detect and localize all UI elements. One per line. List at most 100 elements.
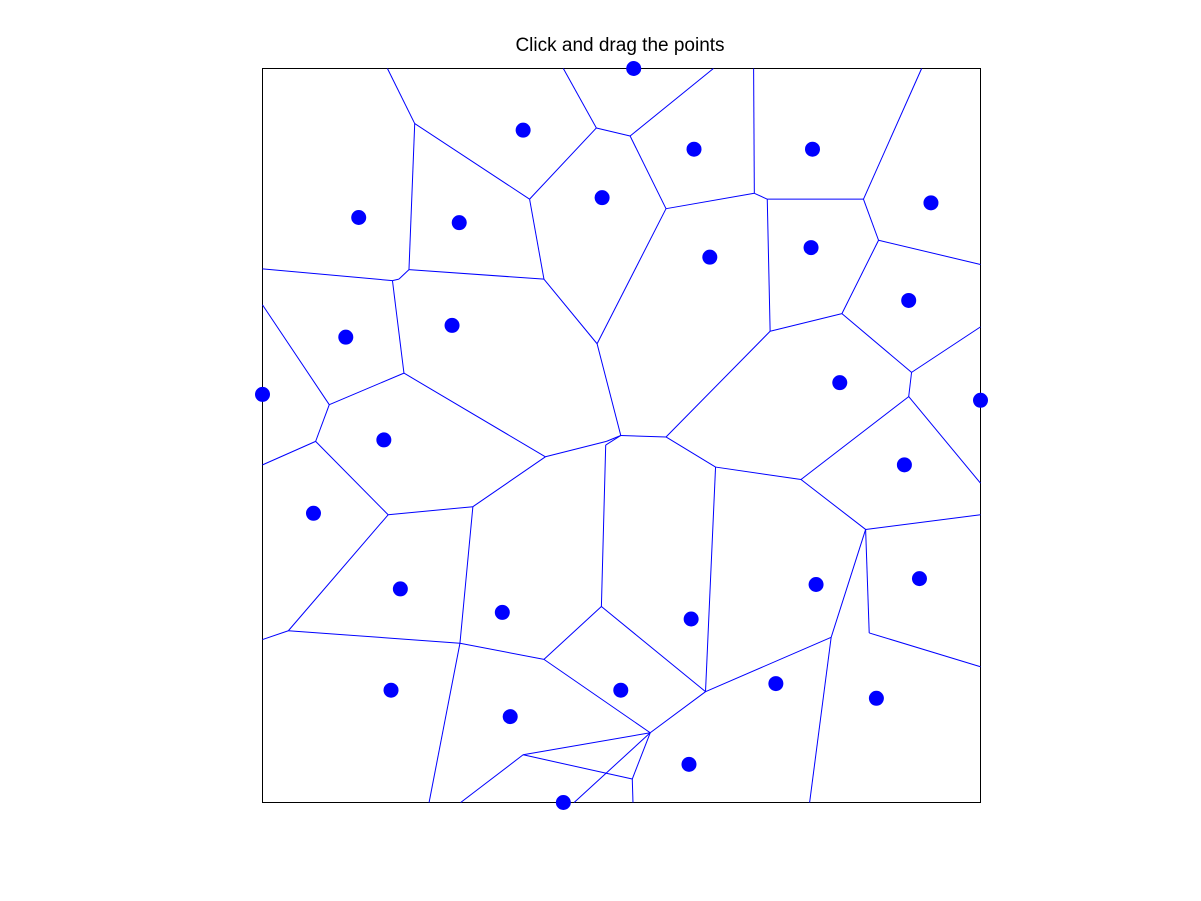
draggable-point[interactable] [626,61,642,76]
voronoi-edge [459,642,545,660]
voronoi-edge [398,269,410,280]
voronoi-edge [601,606,706,693]
draggable-point[interactable] [901,292,917,308]
voronoi-edge [800,396,910,480]
voronoi-edge [408,123,416,270]
voronoi-edge [262,440,316,466]
voronoi-edge [865,529,870,633]
draggable-point[interactable] [923,195,939,211]
voronoi-edge [596,343,622,436]
voronoi-edge [629,68,714,137]
voronoi-edge [631,732,651,780]
draggable-point[interactable] [973,392,988,408]
voronoi-edge [911,326,981,373]
voronoi-edge [865,514,981,530]
voronoi-edge [262,268,393,282]
voronoi-edge [753,68,755,194]
voronoi-edge [262,304,330,405]
voronoi-sites[interactable] [255,61,988,810]
draggable-point[interactable] [515,122,531,138]
voronoi-edge [428,643,461,803]
voronoi-edge [605,435,622,446]
voronoi-edge [665,436,716,468]
voronoi-edge [665,192,755,210]
voronoi-edge [705,636,832,693]
voronoi-edge [573,732,651,803]
voronoi-edge [800,479,866,530]
voronoi-edge [631,778,634,803]
draggable-point[interactable] [376,432,392,448]
voronoi-edge [908,372,913,397]
draggable-point[interactable] [702,249,718,265]
draggable-point[interactable] [911,571,927,587]
voronoi-edge [705,467,717,692]
voronoi-edge [543,606,602,660]
voronoi-edge [543,658,651,734]
voronoi-edge [386,68,416,124]
voronoi-edge [841,313,912,373]
voronoi-edge [288,630,460,644]
voronoi-edge [869,632,981,668]
draggable-point[interactable] [868,690,884,706]
draggable-point[interactable] [768,676,784,692]
voronoi-edge [649,691,706,734]
voronoi-edge [830,529,867,638]
draggable-point[interactable] [351,210,367,226]
voronoi-edge [262,630,289,641]
voronoi-edge [766,199,771,332]
draggable-point[interactable] [451,215,467,231]
voronoi-edge [545,440,607,458]
voronoi-edge [908,396,981,484]
voronoi-edge [329,372,405,406]
draggable-point[interactable] [683,611,699,627]
voronoi-edge [391,280,405,374]
voronoi-edge [863,68,923,200]
voronoi-edge [841,240,879,314]
voronoi-edge [620,435,667,438]
voronoi-edge [543,278,598,345]
draggable-point[interactable] [383,682,399,698]
voronoi-edge [770,313,843,332]
draggable-point[interactable] [444,317,460,333]
draggable-point[interactable] [804,141,820,157]
voronoi-edge [629,135,667,209]
axes-frame [262,68,981,803]
voronoi-edge [809,637,832,803]
draggable-point[interactable] [255,386,270,402]
voronoi-edge [529,199,545,280]
draggable-point[interactable] [502,709,518,725]
voronoi-edge [315,441,389,516]
voronoi-edge [403,372,546,458]
draggable-point[interactable] [896,457,912,473]
voronoi-edge [315,404,330,442]
voronoi-edge [862,198,880,241]
draggable-point[interactable] [832,375,848,391]
voronoi-edge [665,330,771,438]
draggable-point[interactable] [555,795,571,810]
voronoi-edge [600,445,607,607]
draggable-point[interactable] [681,756,697,772]
voronoi-edges [262,68,981,803]
draggable-point[interactable] [494,604,510,620]
voronoi-edge [878,239,981,265]
voronoi-edge [529,127,597,200]
draggable-point[interactable] [803,240,819,256]
voronoi-edge [596,127,631,137]
draggable-point[interactable] [338,329,354,345]
voronoi-edge [523,754,633,780]
voronoi-edge [715,466,802,481]
voronoi-edge [414,123,530,200]
draggable-point[interactable] [686,141,702,157]
voronoi-edge [523,732,651,756]
draggable-point[interactable] [305,505,321,521]
voronoi-edge [460,754,524,803]
draggable-point[interactable] [392,581,408,597]
voronoi-edge [754,192,768,200]
draggable-point[interactable] [613,682,629,698]
draggable-point[interactable] [808,577,824,593]
voronoi-edge [562,68,597,129]
draggable-point[interactable] [594,190,610,206]
voronoi-edge [408,269,544,280]
voronoi-edge [596,208,667,344]
